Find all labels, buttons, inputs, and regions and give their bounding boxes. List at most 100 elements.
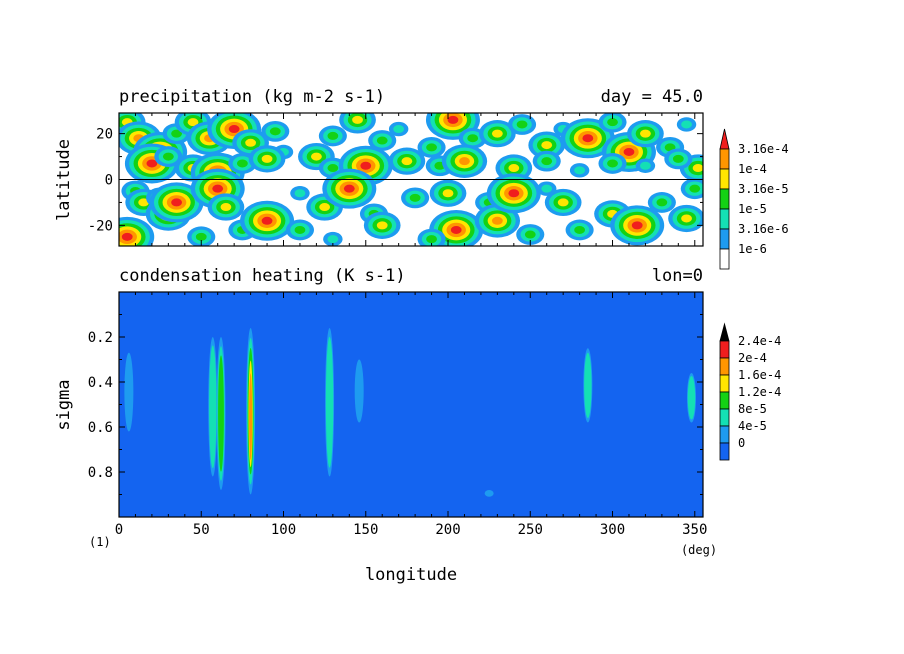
bottom-x-ticks: 0 50 100 150 200 250 300 350 <box>115 292 707 538</box>
x-tick-label: 350 <box>682 522 707 538</box>
precip-cell <box>119 216 155 246</box>
x-tick-label: 200 <box>435 522 460 538</box>
precip-cell <box>368 130 397 151</box>
colorbar-label: 1.6e-4 <box>738 368 781 382</box>
heating-plume <box>583 348 593 423</box>
colorbar-box <box>719 168 730 190</box>
x-tick-label: 300 <box>600 522 625 538</box>
precip-cell <box>479 120 516 148</box>
colorbar-box <box>719 374 730 393</box>
colorbar-box <box>719 340 730 359</box>
precip-cell <box>290 186 310 201</box>
precip-cell <box>569 163 590 178</box>
corner-label: (1) <box>89 535 111 549</box>
bottom-plot-background <box>119 292 703 517</box>
bottom-colorbar: 2.4e-4 2e-4 1.6e-4 1.2e-4 8e-5 4e-5 0 <box>719 322 781 461</box>
x-axis-unit: (deg) <box>681 543 717 557</box>
precip-cell <box>508 114 537 135</box>
precip-cell <box>598 153 627 174</box>
precip-cell <box>339 113 376 134</box>
colorbar-label: 1e-6 <box>738 242 767 256</box>
top-annotation: day = 45.0 <box>601 87 703 107</box>
precip-cell <box>610 205 665 246</box>
colorbar-label: 3.16e-5 <box>738 182 789 196</box>
bottom-y-ticks: 0.2 0.4 0.6 0.8 <box>88 314 703 495</box>
y-tick-label: 0.2 <box>88 330 113 346</box>
top-precip-field <box>119 113 703 246</box>
precip-cell <box>417 136 446 158</box>
y-tick-label: 0 <box>105 173 113 189</box>
precip-cell <box>528 131 566 159</box>
precip-cell <box>635 158 656 173</box>
bottom-heating-field <box>124 328 696 497</box>
precip-cell <box>429 179 467 207</box>
y-tick-label: 0.6 <box>88 420 113 436</box>
heating-plume <box>246 328 256 495</box>
precip-cell <box>363 211 401 239</box>
x-tick-label: 250 <box>518 522 543 538</box>
precip-cell <box>668 204 703 233</box>
precip-cell <box>318 125 347 147</box>
precip-cell <box>458 127 487 149</box>
colorbar-label: 0 <box>738 436 745 450</box>
precip-cell <box>627 120 664 148</box>
colorbar-label: 4e-5 <box>738 419 767 433</box>
colorbar-box <box>719 248 730 270</box>
y-tick-label: 0.4 <box>88 375 113 391</box>
precip-cell <box>680 178 703 200</box>
precip-cell <box>565 219 594 241</box>
precip-cell <box>536 181 557 196</box>
precip-cell <box>598 113 627 133</box>
top-x-ticks <box>118 113 696 246</box>
x-tick-label: 150 <box>353 522 378 538</box>
colorbar-box <box>719 408 730 427</box>
precip-cell <box>532 150 561 172</box>
heating-plume <box>124 352 134 432</box>
colorbar-box <box>719 391 730 410</box>
precip-cell <box>322 168 377 209</box>
heating-plume <box>216 337 226 490</box>
precip-cell <box>664 148 693 170</box>
colorbar-box <box>719 148 730 170</box>
precip-cell <box>417 228 446 246</box>
precip-cell <box>516 224 545 245</box>
precip-cell <box>441 144 488 178</box>
heating-plume <box>325 328 335 477</box>
precip-cell <box>388 147 426 175</box>
top-y-axis-label: latitude <box>54 139 74 221</box>
precip-cell <box>240 200 295 241</box>
precip-cell <box>149 182 204 223</box>
precip-cell <box>207 193 245 221</box>
heating-plume <box>484 490 494 497</box>
colorbar-box <box>719 425 730 444</box>
x-tick-label: 100 <box>271 522 296 538</box>
x-tick-label: 0 <box>115 522 123 538</box>
colorbar-box <box>719 442 730 461</box>
colorbar-box <box>719 188 730 210</box>
colorbar-label: 8e-5 <box>738 402 767 416</box>
top-colorbar: 3.16e-4 1e-4 3.16e-5 1e-5 3.16e-6 1e-6 <box>719 128 789 270</box>
x-axis-label: longitude <box>365 565 457 585</box>
colorbar-label: 1.2e-4 <box>738 385 781 399</box>
precip-cell <box>261 120 290 142</box>
top-y-ticks: 20 0 -20 <box>88 127 703 234</box>
precip-cell <box>486 173 541 214</box>
colorbar-label: 3.16e-6 <box>738 222 789 236</box>
precip-cell <box>248 145 286 173</box>
precip-cell <box>647 192 676 213</box>
precip-cell <box>154 146 183 167</box>
bottom-title: condensation heating (K s-1) <box>119 266 406 286</box>
colorbar-triangle <box>719 322 730 342</box>
colorbar-box <box>719 228 730 250</box>
y-tick-label: -20 <box>88 218 113 234</box>
heating-plume <box>354 359 364 423</box>
colorbar-box <box>719 357 730 376</box>
precip-cell <box>285 219 314 241</box>
precip-cell <box>187 226 216 246</box>
colorbar-box <box>719 208 730 230</box>
colorbar-label: 2.4e-4 <box>738 334 781 348</box>
colorbar-label: 3.16e-4 <box>738 142 789 156</box>
precip-cell <box>676 117 697 132</box>
precip-cell <box>544 188 582 217</box>
